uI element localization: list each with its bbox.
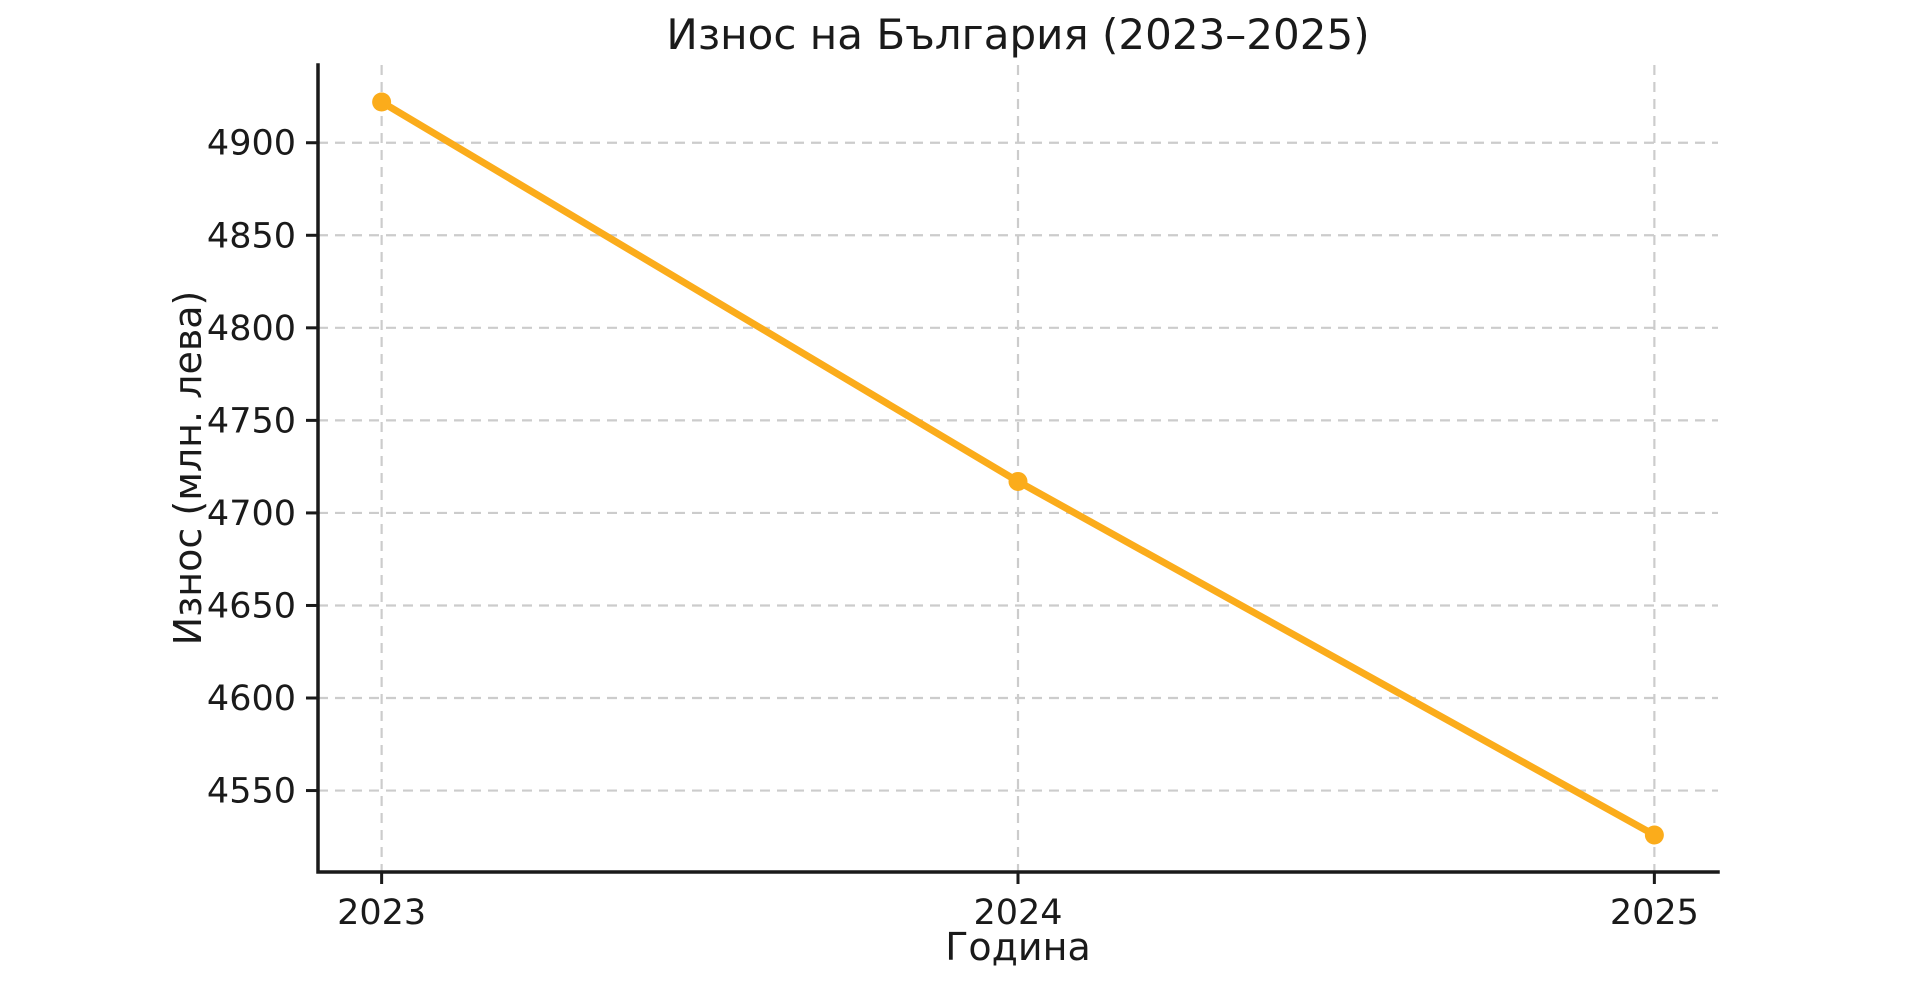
x-tick-label: 2023	[337, 893, 426, 933]
y-tick-label: 4850	[207, 216, 296, 256]
y-tick-label: 4700	[207, 494, 296, 534]
data-point-2023	[372, 92, 392, 112]
axis-spines	[316, 63, 1720, 874]
data-point-2024	[1008, 471, 1028, 491]
y-tick-label: 4750	[207, 401, 296, 441]
y-tick-label: 4800	[207, 309, 296, 349]
data-point-2025	[1644, 825, 1664, 845]
y-tick-label: 4900	[207, 124, 296, 164]
y-tick-label: 4550	[207, 772, 296, 812]
series-line	[378, 98, 1658, 839]
y-tick-label: 4650	[207, 586, 296, 626]
x-tick-label: 2024	[973, 893, 1062, 933]
chart-title: Износ на България (2023–2025)	[666, 10, 1370, 59]
x-axis-label: Година	[945, 925, 1091, 969]
y-tick-label: 4600	[207, 679, 296, 719]
x-tick-label: 2025	[1610, 893, 1699, 933]
